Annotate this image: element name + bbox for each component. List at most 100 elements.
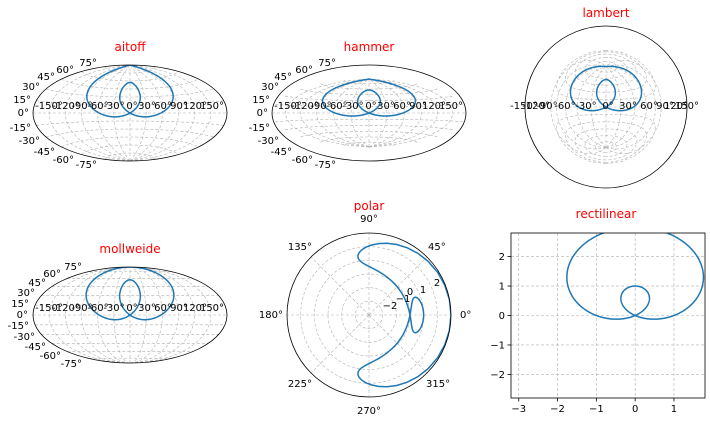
hammer-lon-tick: -90° <box>310 101 331 112</box>
aitoff-title: aitoff <box>114 40 146 54</box>
aitoff-lon-tick: -150° <box>35 101 63 112</box>
subplot-lambert: lambert -150° -120° -90° -60° -30° 0° 30… <box>510 6 699 189</box>
mollweide-lon-tick: 60° <box>154 303 172 314</box>
hammer-lat-tick: 30° <box>261 82 279 93</box>
lambert-lon-tick: 150° <box>675 101 699 112</box>
hammer-lon-tick: 120° <box>422 101 446 112</box>
hammer-lat-tick: 75° <box>318 58 336 69</box>
lambert-lon-tick: 90° <box>656 101 674 112</box>
hammer-lat-tick: -15° <box>249 123 270 134</box>
aitoff-frame <box>32 64 228 162</box>
parallel <box>275 118 463 123</box>
lambert-series-line <box>569 65 643 112</box>
aitoff-lon-tick-labels: -150° -120° -90° -60° -30° 0° 30° 60° 90… <box>35 101 224 112</box>
parallel <box>61 136 199 148</box>
hammer-lat-tick: 45° <box>274 72 292 83</box>
polar-r-tick: 1 <box>420 285 426 296</box>
polar-theta-tick: 90° <box>360 214 378 225</box>
rectilinear-x-ticks: −3 −2 −1 0 1 <box>511 398 677 415</box>
meridian <box>350 78 370 148</box>
mollweide-lat-tick: 0° <box>17 310 28 321</box>
rectilinear-x-tick-label: 1 <box>671 404 677 415</box>
meridian <box>300 78 370 148</box>
meridian <box>565 66 607 148</box>
meridian <box>316 78 370 148</box>
parallel <box>284 95 454 101</box>
polar-theta-tick: 270° <box>357 406 381 417</box>
polar-gridlines <box>287 233 451 397</box>
meridian <box>113 267 131 363</box>
mollweide-lon-tick-labels: -150° -120° -90° -60° -30° 0° 30° 60° 90… <box>35 303 224 314</box>
rectilinear-x-tick-label: −3 <box>511 404 526 415</box>
polar-theta-tick: 225° <box>288 379 312 390</box>
meridian <box>129 65 147 161</box>
mollweide-series-line <box>85 267 175 321</box>
polar-theta-tick: 135° <box>288 242 312 253</box>
hammer-lat-tick: 15° <box>252 95 270 106</box>
parallel <box>300 131 438 138</box>
mollweide-lat-tick: 45° <box>28 278 46 289</box>
mollweide-frame <box>32 266 228 364</box>
hammer-lon-tick: 90° <box>409 101 427 112</box>
meridian <box>285 78 370 148</box>
mollweide-gridlines <box>33 267 227 363</box>
lambert-lon-tick: 60° <box>640 101 658 112</box>
rectilinear-x-tick-label: −1 <box>589 404 604 415</box>
mollweide-lat-tick: -30° <box>14 332 35 343</box>
rectilinear-x-tick-label: 0 <box>632 404 638 415</box>
lambert-lon-tick-labels: -150° -120° -90° -60° -30° 0° 30° 60° 90… <box>510 101 699 112</box>
polar-theta-gridline <box>368 314 428 374</box>
aitoff-lat-tick: -75° <box>76 160 97 171</box>
rectilinear-y-tick-label: 1 <box>499 282 505 293</box>
aitoff-lat-tick: -30° <box>19 136 40 147</box>
hammer-lon-tick: -150° <box>274 101 302 112</box>
polar-r-tick: 2 <box>434 278 440 289</box>
subplot-aitoff: aitoff 75° 60° 45° 30° 15° 0° -15° -30° … <box>10 40 228 171</box>
parallel <box>574 128 638 161</box>
parallel <box>104 66 156 74</box>
mollweide-lon-tick: -120° <box>52 303 80 314</box>
mollweide-lon-tick: -150° <box>35 303 63 314</box>
polar-theta-tick-labels: 0° 45° 90° 135° 180° 225° 270° 315° <box>259 214 471 417</box>
aitoff-lon-tick: 90° <box>170 101 188 112</box>
parallel <box>343 141 395 146</box>
lambert-lon-tick: -120° <box>522 101 550 112</box>
polar-theta-tick: 0° <box>460 310 471 321</box>
meridian <box>368 78 388 148</box>
parallel <box>584 57 628 79</box>
lambert-lon-tick: 0° <box>602 101 613 112</box>
aitoff-lon-tick: -90° <box>71 101 92 112</box>
aitoff-lat-tick: 45° <box>37 72 55 83</box>
parallel <box>36 120 224 126</box>
meridian <box>130 267 163 363</box>
polar-theta-gridline <box>310 314 370 374</box>
hammer-lat-tick-labels: 75° 60° 45° 30° 15° 0° -15° -30° -45° -6… <box>249 58 336 171</box>
rectilinear-y-tick-label: 0 <box>499 311 505 322</box>
parallel <box>104 152 156 160</box>
parallel <box>343 80 395 85</box>
meridian <box>368 78 422 148</box>
rectilinear-y-tick-label: 2 <box>499 252 505 263</box>
polar-r-gridline <box>355 301 383 329</box>
mollweide-lon-tick: -90° <box>71 303 92 314</box>
parallel <box>320 83 418 90</box>
parallel <box>595 141 617 153</box>
polar-frame <box>286 232 452 398</box>
aitoff-series-line <box>86 65 174 118</box>
aitoff-lat-tick: -45° <box>34 147 55 158</box>
lambert-lon-tick: 120° <box>664 101 688 112</box>
subplot-hammer: hammer 75° 60° 45° 30° 15° 0° -15° -30° … <box>249 40 467 171</box>
aitoff-lat-tick: 75° <box>79 58 97 69</box>
meridian <box>113 65 131 161</box>
mollweide-lat-tick: 30° <box>17 288 35 299</box>
mollweide-lon-tick: 150° <box>200 303 224 314</box>
hammer-frame <box>271 64 467 162</box>
subplot-mollweide: mollweide 75° 60° 45° 30° 15° 0° -15° -3… <box>8 242 228 370</box>
mollweide-lon-tick: -60° <box>87 303 108 314</box>
mollweide-lon-tick: 0° <box>126 303 137 314</box>
parallel <box>584 135 628 157</box>
hammer-title: hammer <box>344 40 395 54</box>
aitoff-lat-tick: 0° <box>18 108 29 119</box>
aitoff-lat-tick: 60° <box>56 65 74 76</box>
polar-r-tick: −2 <box>383 301 398 312</box>
